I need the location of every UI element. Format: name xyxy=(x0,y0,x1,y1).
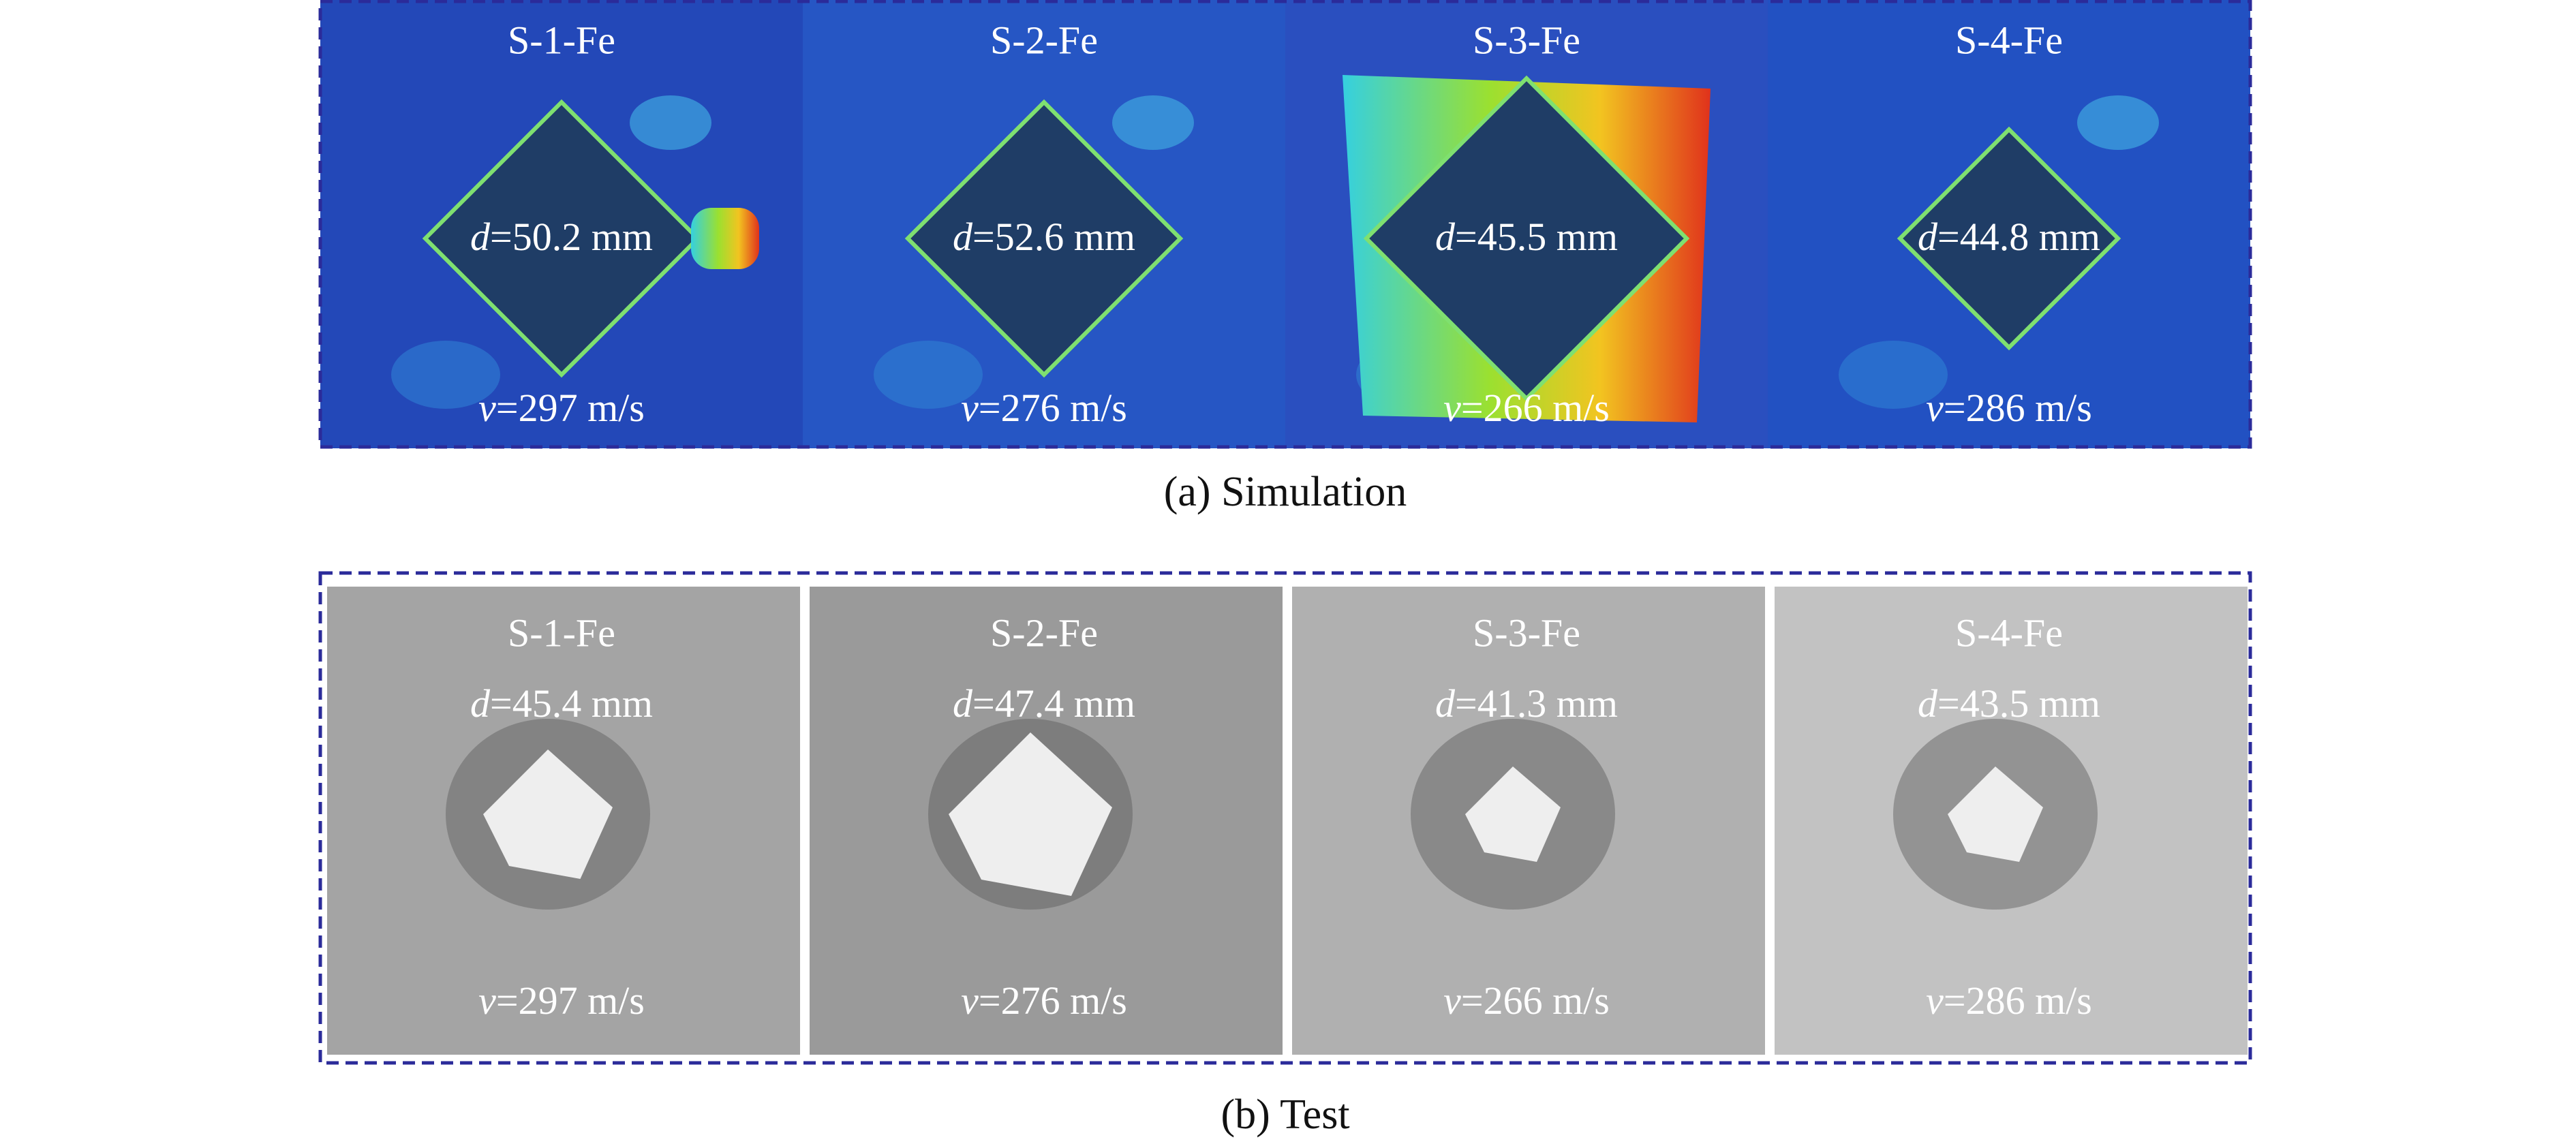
impact-velocity: v=266 m/s xyxy=(1443,978,1610,1023)
specimen-name: S-1-Fe xyxy=(508,610,615,655)
stress-spot xyxy=(874,341,983,409)
hole-diameter: d=45.5 mm xyxy=(1435,215,1618,259)
impact-velocity-var: v xyxy=(1926,978,1944,1023)
impact-velocity-value: =286 m/s xyxy=(1944,386,2092,430)
stress-spot xyxy=(630,95,711,150)
hole-diameter-var: d xyxy=(1435,681,1456,726)
impact-velocity-var: v xyxy=(1443,978,1461,1023)
specimen-name: S-2-Fe xyxy=(990,610,1098,655)
impact-velocity: v=286 m/s xyxy=(1926,978,2092,1023)
panel-cell: S-4-Fe d=44.8 mm v=286 m/s xyxy=(1768,0,2250,448)
hole-diameter-var: d xyxy=(470,681,491,726)
panel-cell: S-3-Fe d=41.3 mm v=266 m/s xyxy=(1292,587,1765,1055)
hole-diameter-var: d xyxy=(1435,215,1456,259)
hole-diameter: d=41.3 mm xyxy=(1435,681,1618,726)
stress-spot xyxy=(2077,95,2159,150)
panel-cell: S-2-Fe d=52.6 mm v=276 m/s xyxy=(803,0,1285,448)
perforation-hole xyxy=(422,99,701,378)
specimen-name: S-2-Fe xyxy=(990,18,1098,62)
perforation-hole xyxy=(1948,766,2043,862)
hole-diameter: d=45.4 mm xyxy=(470,681,653,726)
hole-diameter-value: =50.2 mm xyxy=(490,215,653,259)
hole-diameter-var: d xyxy=(953,215,973,259)
hole-diameter-var: d xyxy=(1918,215,1938,259)
perforation-hole xyxy=(1465,766,1561,862)
hole-diameter-value: =43.5 mm xyxy=(1937,681,2100,726)
hole-diameter: d=50.2 mm xyxy=(470,215,653,259)
impact-velocity-value: =266 m/s xyxy=(1461,978,1610,1023)
hole-diameter: d=43.5 mm xyxy=(1918,681,2100,726)
perforation-hole xyxy=(949,732,1112,896)
simulation-panel: S-1-Fed=50.2 mmv=297 m/sS-2-Fed=52.6 mmv… xyxy=(318,0,2252,449)
impact-velocity-value: =266 m/s xyxy=(1461,386,1610,430)
specimen-name: S-3-Fe xyxy=(1473,610,1580,655)
perforation-hole xyxy=(1363,75,1690,402)
impact-velocity-var: v xyxy=(478,978,496,1023)
impact-velocity-var: v xyxy=(961,386,979,430)
impact-velocity-var: v xyxy=(1443,386,1461,430)
hole-diameter: d=52.6 mm xyxy=(953,215,1135,259)
impact-velocity-var: v xyxy=(1926,386,1944,430)
impact-velocity-value: =276 m/s xyxy=(979,386,1127,430)
panel-border xyxy=(318,0,2252,449)
impact-velocity: v=297 m/s xyxy=(478,978,645,1023)
impact-velocity-value: =276 m/s xyxy=(979,978,1127,1023)
panel-caption: (b) Test xyxy=(1221,1091,1349,1138)
specimen-name: S-4-Fe xyxy=(1955,610,2063,655)
hole-diameter-value: =41.3 mm xyxy=(1455,681,1618,726)
hole-diameter-value: =47.4 mm xyxy=(972,681,1135,726)
panel-cell: S-3-Fe d=45.5 mm v=266 m/s xyxy=(1285,0,1768,448)
panel-border xyxy=(318,571,2252,1065)
stress-spot xyxy=(1839,341,1948,409)
panel-cell: S-4-Fe d=43.5 mm v=286 m/s xyxy=(1775,587,2248,1055)
hole-diameter-value: =44.8 mm xyxy=(1937,215,2100,259)
hole-diameter-var: d xyxy=(470,215,491,259)
stress-concentration xyxy=(691,208,759,269)
impact-velocity: v=276 m/s xyxy=(961,386,1127,430)
panel-cell: S-2-Fe d=47.4 mm v=276 m/s xyxy=(810,587,1283,1055)
hole-diameter-value: =45.5 mm xyxy=(1455,215,1618,259)
hole-diameter: d=47.4 mm xyxy=(953,681,1135,726)
impact-velocity-value: =297 m/s xyxy=(496,386,645,430)
impact-velocity: v=276 m/s xyxy=(961,978,1127,1023)
hole-diameter-value: =52.6 mm xyxy=(972,215,1135,259)
impact-velocity-value: =297 m/s xyxy=(496,978,645,1023)
impact-velocity-var: v xyxy=(478,386,496,430)
specimen-name: S-4-Fe xyxy=(1955,18,2063,62)
panel-caption: (a) Simulation xyxy=(1164,469,1407,515)
perforation-hole xyxy=(1897,126,2121,351)
impact-velocity: v=286 m/s xyxy=(1926,386,2092,430)
specimen-name: S-1-Fe xyxy=(508,18,615,62)
hole-diameter-var: d xyxy=(1918,681,1938,726)
impact-velocity: v=297 m/s xyxy=(478,386,645,430)
impact-velocity-value: =286 m/s xyxy=(1944,978,2092,1023)
test-panel: S-1-Fed=45.4 mmv=297 m/sS-2-Fed=47.4 mmv… xyxy=(318,571,2252,1065)
hole-diameter: d=44.8 mm xyxy=(1918,215,2100,259)
impact-velocity: v=266 m/s xyxy=(1443,386,1610,430)
perforation-hole xyxy=(483,749,613,879)
panel-cell: S-1-Fe d=50.2 mm v=297 m/s xyxy=(320,0,803,448)
hole-diameter-value: =45.4 mm xyxy=(490,681,653,726)
impact-velocity-var: v xyxy=(961,978,979,1023)
perforation-hole xyxy=(904,99,1184,378)
hole-diameter-var: d xyxy=(953,681,973,726)
panel-cell: S-1-Fe d=45.4 mm v=297 m/s xyxy=(327,587,800,1055)
specimen-name: S-3-Fe xyxy=(1473,18,1580,62)
stress-spot xyxy=(391,341,500,409)
stress-spot xyxy=(1112,95,1194,150)
